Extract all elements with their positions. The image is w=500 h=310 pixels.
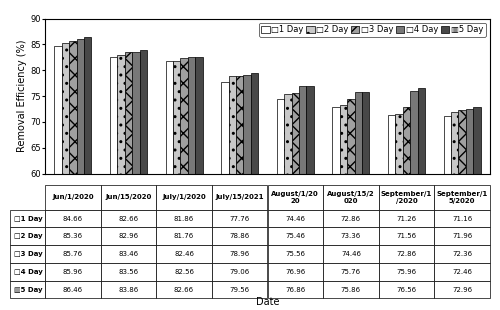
Bar bbox=[140, 50, 147, 310]
Bar bbox=[132, 52, 140, 310]
Bar bbox=[306, 86, 314, 310]
Bar bbox=[347, 99, 354, 310]
Bar bbox=[251, 73, 258, 310]
Bar bbox=[195, 56, 202, 310]
Bar bbox=[418, 88, 425, 310]
Bar bbox=[403, 107, 410, 310]
Bar bbox=[284, 94, 292, 310]
Legend: □1 Day, □2 Day, □3 Day, □4 Day, ▥5 Day: □1 Day, □2 Day, □3 Day, □4 Day, ▥5 Day bbox=[259, 23, 486, 37]
Bar bbox=[221, 82, 228, 310]
Bar bbox=[110, 56, 118, 310]
Bar bbox=[410, 91, 418, 310]
Y-axis label: Removal Efficiency (%): Removal Efficiency (%) bbox=[18, 40, 28, 152]
Bar bbox=[332, 107, 340, 310]
Bar bbox=[180, 58, 188, 310]
Bar bbox=[54, 46, 62, 310]
Bar bbox=[62, 42, 69, 310]
Bar bbox=[173, 61, 180, 310]
Text: Date: Date bbox=[256, 297, 279, 307]
Bar bbox=[458, 110, 466, 310]
Bar bbox=[244, 75, 251, 310]
Bar bbox=[188, 57, 195, 310]
Bar bbox=[124, 52, 132, 310]
Bar bbox=[84, 37, 92, 310]
Bar bbox=[69, 41, 76, 310]
Bar bbox=[118, 55, 124, 310]
Bar bbox=[362, 92, 370, 310]
Bar bbox=[299, 86, 306, 310]
Bar bbox=[354, 92, 362, 310]
Bar bbox=[228, 76, 236, 310]
Bar bbox=[292, 93, 299, 310]
Bar bbox=[340, 104, 347, 310]
Bar bbox=[474, 107, 480, 310]
Bar bbox=[166, 61, 173, 310]
Bar bbox=[388, 115, 396, 310]
Bar bbox=[396, 114, 403, 310]
Bar bbox=[236, 76, 244, 310]
Bar bbox=[451, 112, 458, 310]
Bar bbox=[277, 99, 284, 310]
Bar bbox=[76, 39, 84, 310]
Bar bbox=[466, 109, 473, 310]
Bar bbox=[444, 116, 451, 310]
